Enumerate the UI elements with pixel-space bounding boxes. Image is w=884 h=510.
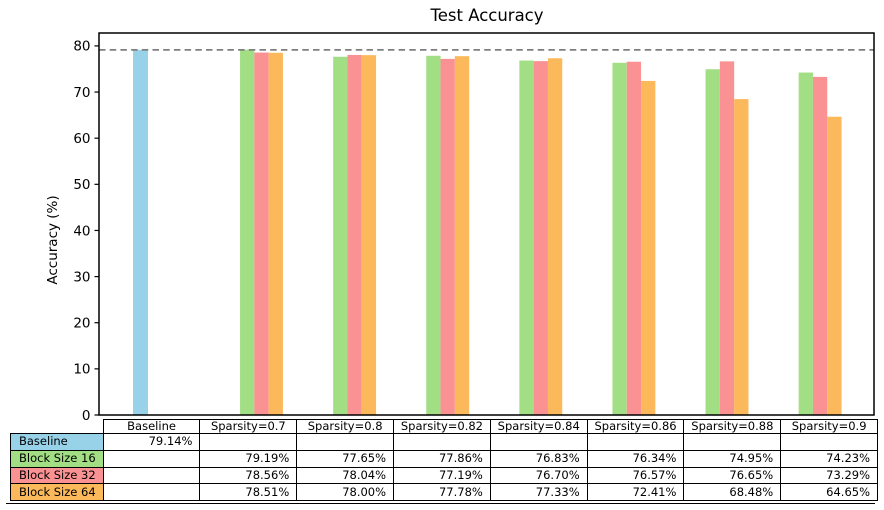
table-cell-block-size-32-sparsity-0.84: 76.70%: [489, 466, 588, 485]
table-cell-baseline-sparsity-0.9: [780, 433, 879, 451]
bar-block-size-16-sparsity-0.7: [240, 49, 255, 415]
column-header-sparsity-0.8: Sparsity=0.8: [296, 418, 395, 434]
table-cell-block-size-16-sparsity-0.9: 74.23%: [780, 449, 879, 468]
table-row-block-size-64: Block Size 64 78.51% 78.00% 77.78% 77.33% 72.…: [10, 483, 879, 502]
table-cell-block-size-32-sparsity-0.9: 73.29%: [780, 466, 879, 485]
bar-block-size-64-sparsity-0.88: [734, 99, 749, 415]
column-header-baseline: Baseline: [102, 418, 201, 434]
table-cell-block-size-64-sparsity-0.86: 72.41%: [586, 483, 685, 502]
bar-block-size-16-sparsity-0.84: [519, 60, 534, 415]
bar-block-size-64-sparsity-0.8: [361, 55, 377, 415]
row-label-baseline: Baseline: [10, 433, 104, 451]
table-cell-block-size-16-baseline: [102, 449, 201, 468]
bar-block-size-32-sparsity-0.88: [719, 61, 735, 415]
table-cell-block-size-64-sparsity-0.88: 68.48%: [683, 483, 782, 502]
column-header-sparsity-0.88: Sparsity=0.88: [683, 418, 782, 434]
table-row-baseline: Baseline 79.14%: [10, 433, 879, 451]
bar-block-size-64-sparsity-0.9: [827, 116, 842, 415]
y-tick-label: 50: [73, 177, 90, 193]
y-tick-label: 30: [73, 269, 90, 285]
column-header-sparsity-0.82: Sparsity=0.82: [393, 418, 491, 434]
column-header-sparsity-0.84: Sparsity=0.84: [489, 418, 588, 434]
table-cell-block-size-16-sparsity-0.86: 76.34%: [586, 449, 685, 468]
table-header-row: Baseline Sparsity=0.7 Sparsity=0.8 Sparsity…: [11, 418, 879, 434]
table-corner-cell: [11, 419, 104, 434]
column-header-sparsity-0.86: Sparsity=0.86: [586, 418, 685, 434]
table-cell-block-size-64-baseline: [102, 483, 201, 502]
bar-baseline-baseline: [133, 49, 148, 416]
bar-block-size-16-sparsity-0.86: [612, 62, 627, 416]
plot-border: [98, 32, 875, 416]
table-cell-block-size-16-sparsity-0.88: 74.95%: [683, 449, 782, 468]
bar-block-size-64-sparsity-0.82: [454, 56, 470, 415]
table-cell-block-size-64-sparsity-0.82: 77.78%: [393, 483, 491, 502]
bar-block-size-32-sparsity-0.8: [347, 54, 362, 415]
table-row-block-size-32: Block Size 32 78.56% 78.04% 77.19% 76.70% 76.…: [10, 466, 879, 485]
table-cell-block-size-32-baseline: [102, 466, 201, 485]
table-cell-block-size-16-sparsity-0.8: 77.65%: [296, 449, 395, 468]
table-cell-baseline-sparsity-0.84: [489, 433, 588, 451]
table-cell-baseline-sparsity-0.88: [683, 433, 782, 451]
table-cell-block-size-32-sparsity-0.7: 78.56%: [199, 466, 298, 485]
y-tick-label: 40: [73, 223, 90, 239]
table-cell-block-size-64-sparsity-0.9: 64.65%: [780, 483, 879, 502]
table-cell-block-size-16-sparsity-0.84: 76.83%: [489, 449, 588, 468]
bar-block-size-32-sparsity-0.82: [440, 58, 455, 415]
bar-block-size-64-sparsity-0.7: [268, 52, 283, 416]
bar-block-size-32-sparsity-0.86: [626, 61, 642, 415]
y-tick-label: 70: [73, 85, 90, 101]
chart-title: Test Accuracy: [430, 6, 544, 25]
bar-block-size-32-sparsity-0.7: [254, 52, 269, 416]
bar-block-size-16-sparsity-0.8: [333, 56, 348, 415]
bar-block-size-16-sparsity-0.9: [798, 72, 813, 415]
table-cell-baseline-sparsity-0.82: [393, 433, 491, 451]
bar-block-size-64-sparsity-0.86: [641, 80, 656, 415]
table-cell-block-size-16-sparsity-0.7: 79.19%: [199, 449, 298, 468]
table-cell-block-size-64-sparsity-0.7: 78.51%: [199, 483, 298, 502]
y-tick-label: 0: [82, 408, 91, 424]
table-cell-baseline-baseline: 79.14%: [102, 433, 201, 451]
table-row-block-size-16: Block Size 16 79.19% 77.65% 77.86% 76.83% 76.…: [10, 449, 879, 468]
table-cell-baseline-sparsity-0.7: [199, 433, 298, 451]
bar-block-size-16-sparsity-0.88: [705, 69, 720, 415]
table-cell-block-size-32-sparsity-0.82: 77.19%: [393, 466, 491, 485]
y-tick-label: 80: [73, 39, 90, 55]
row-label-block-size-32: Block Size 32: [10, 466, 104, 485]
y-tick-label: 10: [73, 362, 90, 378]
bar-block-size-64-sparsity-0.84: [547, 58, 563, 415]
table-cell-block-size-16-sparsity-0.82: 77.86%: [393, 449, 491, 468]
table-cell-block-size-64-sparsity-0.84: 77.33%: [489, 483, 588, 502]
table-cell-baseline-sparsity-0.86: [586, 433, 685, 451]
table-cell-block-size-32-sparsity-0.88: 76.65%: [683, 466, 782, 485]
table-cell-baseline-sparsity-0.8: [296, 433, 395, 451]
y-tick-label: 60: [73, 131, 90, 147]
bar-block-size-16-sparsity-0.82: [426, 55, 441, 415]
column-header-sparsity-0.9: Sparsity=0.9: [780, 418, 879, 434]
y-tick-label: 20: [73, 316, 90, 332]
row-label-block-size-16: Block Size 16: [10, 449, 104, 468]
bar-block-size-32-sparsity-0.84: [533, 61, 548, 415]
table-outer-border: [6, 502, 875, 504]
table-cell-block-size-32-sparsity-0.86: 76.57%: [586, 466, 685, 485]
column-header-sparsity-0.7: Sparsity=0.7: [199, 418, 298, 434]
bar-block-size-32-sparsity-0.9: [812, 76, 828, 415]
table-cell-block-size-32-sparsity-0.8: 78.04%: [296, 466, 395, 485]
row-label-block-size-64: Block Size 64: [10, 483, 104, 502]
table-cell-block-size-64-sparsity-0.8: 78.00%: [296, 483, 395, 502]
accuracy-data-table: Baseline Sparsity=0.7 Sparsity=0.8 Sparsity…: [10, 418, 879, 502]
